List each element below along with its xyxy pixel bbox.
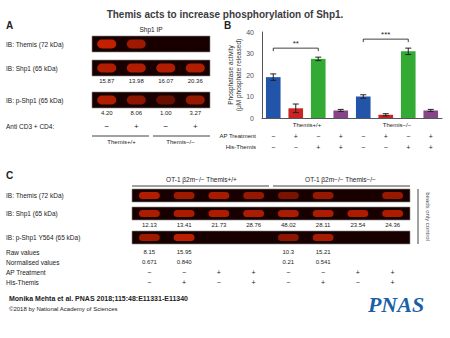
svg-text:−: − — [271, 133, 275, 140]
svg-text:+: + — [384, 133, 388, 140]
svg-text:IB: Shp1 (65 kDa): IB: Shp1 (65 kDa) — [6, 65, 58, 73]
svg-text:+: + — [217, 269, 221, 276]
svg-text:Themis−/−: Themis−/− — [383, 122, 412, 128]
svg-text:−: − — [217, 279, 221, 286]
svg-text:−: − — [147, 269, 151, 276]
svg-text:IB: Themis (72 kDa): IB: Themis (72 kDa) — [6, 41, 64, 49]
svg-text:+: + — [193, 122, 198, 131]
svg-text:−: − — [321, 269, 325, 276]
svg-text:3.27: 3.27 — [189, 110, 201, 116]
svg-text:−: − — [286, 279, 290, 286]
svg-text:A: A — [6, 20, 13, 31]
svg-text:IB: Shp1 (65 kDa): IB: Shp1 (65 kDa) — [6, 210, 58, 218]
svg-text:8.15: 8.15 — [144, 249, 156, 255]
svg-text:−: − — [163, 122, 168, 131]
svg-text:OT-1 β2m−/− Themis−/−: OT-1 β2m−/− Themis−/− — [305, 176, 376, 184]
svg-text:Themis−/−: Themis−/− — [166, 139, 195, 145]
svg-text:28.11: 28.11 — [316, 222, 331, 228]
svg-text:40: 40 — [246, 29, 254, 36]
svg-text:1.00: 1.00 — [160, 110, 172, 116]
svg-text:13.98: 13.98 — [129, 78, 145, 84]
svg-text:−: − — [316, 133, 320, 140]
svg-text:IB: Themis (72 kDa): IB: Themis (72 kDa) — [6, 192, 64, 200]
svg-text:−: − — [104, 122, 109, 131]
svg-text:***: *** — [381, 30, 390, 39]
svg-text:IB: p-Shp1 Y564 (65 kDa): IB: p-Shp1 Y564 (65 kDa) — [6, 234, 80, 242]
svg-text:8.06: 8.06 — [130, 110, 142, 116]
svg-text:+: + — [321, 279, 325, 286]
svg-text:10.3: 10.3 — [283, 249, 295, 255]
svg-text:−: − — [406, 133, 410, 140]
svg-text:−: − — [271, 144, 275, 151]
svg-text:Themis+/+: Themis+/+ — [293, 122, 322, 128]
svg-text:15.95: 15.95 — [177, 249, 193, 255]
svg-text:+: + — [429, 144, 433, 151]
svg-text:Normalised values: Normalised values — [6, 259, 60, 266]
svg-text:28.76: 28.76 — [246, 222, 262, 228]
svg-text:OT-1 β2m−/− Themis+/+: OT-1 β2m−/− Themis+/+ — [166, 176, 237, 184]
svg-text:−: − — [361, 133, 365, 140]
svg-text:4.20: 4.20 — [101, 110, 113, 116]
svg-text:−: − — [384, 144, 388, 151]
svg-text:15.87: 15.87 — [99, 78, 115, 84]
svg-text:0: 0 — [250, 115, 254, 122]
svg-text:B: B — [224, 20, 231, 31]
svg-text:Themis+/+: Themis+/+ — [107, 139, 136, 145]
svg-text:Raw values: Raw values — [6, 249, 40, 256]
svg-text:Themis acts to increase phosph: Themis acts to increase phosphorylation … — [107, 9, 344, 20]
svg-text:10: 10 — [246, 93, 254, 100]
svg-text:+: + — [406, 144, 410, 151]
svg-text:Monika Mehta et al. PNAS 2018;: Monika Mehta et al. PNAS 2018;115:48:E11… — [9, 295, 188, 303]
svg-text:+: + — [252, 279, 256, 286]
svg-text:+: + — [182, 279, 186, 286]
svg-text:48.02: 48.02 — [281, 222, 297, 228]
svg-text:Phosphatase activity: Phosphatase activity — [227, 44, 235, 104]
svg-text:+: + — [429, 133, 433, 140]
svg-text:(μM phosphate released): (μM phosphate released) — [235, 39, 243, 111]
svg-text:−: − — [294, 144, 298, 151]
svg-text:0.671: 0.671 — [142, 259, 158, 265]
svg-text:0.840: 0.840 — [177, 259, 193, 265]
svg-text:20: 20 — [246, 72, 254, 79]
svg-text:+: + — [391, 269, 395, 276]
svg-text:23.54: 23.54 — [350, 222, 366, 228]
svg-text:+: + — [316, 144, 320, 151]
svg-text:−: − — [286, 269, 290, 276]
svg-text:+: + — [339, 133, 343, 140]
svg-text:20.36: 20.36 — [188, 78, 204, 84]
svg-text:His-Themis: His-Themis — [6, 279, 40, 286]
svg-text:21.73: 21.73 — [211, 222, 227, 228]
svg-text:30: 30 — [246, 50, 254, 57]
svg-text:15.21: 15.21 — [316, 249, 332, 255]
svg-text:0.541: 0.541 — [316, 259, 332, 265]
svg-text:−: − — [147, 279, 151, 286]
svg-text:**: ** — [293, 39, 299, 48]
svg-text:+: + — [391, 279, 395, 286]
svg-text:16.07: 16.07 — [158, 78, 174, 84]
svg-text:+: + — [339, 144, 343, 151]
svg-text:+: + — [134, 122, 139, 131]
svg-text:AP Treatment: AP Treatment — [219, 133, 256, 139]
svg-text:−: − — [361, 144, 365, 151]
svg-text:0.21: 0.21 — [283, 259, 295, 265]
svg-text:beads only control: beads only control — [425, 192, 431, 241]
svg-text:−: − — [182, 269, 186, 276]
svg-text:+: + — [252, 269, 256, 276]
svg-text:12.13: 12.13 — [142, 222, 158, 228]
svg-text:Anti CD3 + CD4:: Anti CD3 + CD4: — [6, 123, 54, 130]
svg-text:+: + — [294, 133, 298, 140]
svg-text:PNAS: PNAS — [367, 292, 424, 317]
svg-text:Shp1 IP: Shp1 IP — [139, 26, 162, 34]
svg-text:−: − — [356, 279, 360, 286]
svg-text:AP Treatment: AP Treatment — [6, 269, 46, 276]
svg-text:+: + — [356, 269, 360, 276]
svg-text:13.41: 13.41 — [177, 222, 193, 228]
svg-text:24.36: 24.36 — [385, 222, 401, 228]
svg-text:IB: p-Shp1 (65 kDa): IB: p-Shp1 (65 kDa) — [6, 97, 63, 105]
svg-text:His-Themis: His-Themis — [226, 144, 256, 150]
svg-text:©2018 by National Academy of S: ©2018 by National Academy of Sciences — [9, 306, 117, 312]
svg-text:C: C — [6, 170, 13, 181]
